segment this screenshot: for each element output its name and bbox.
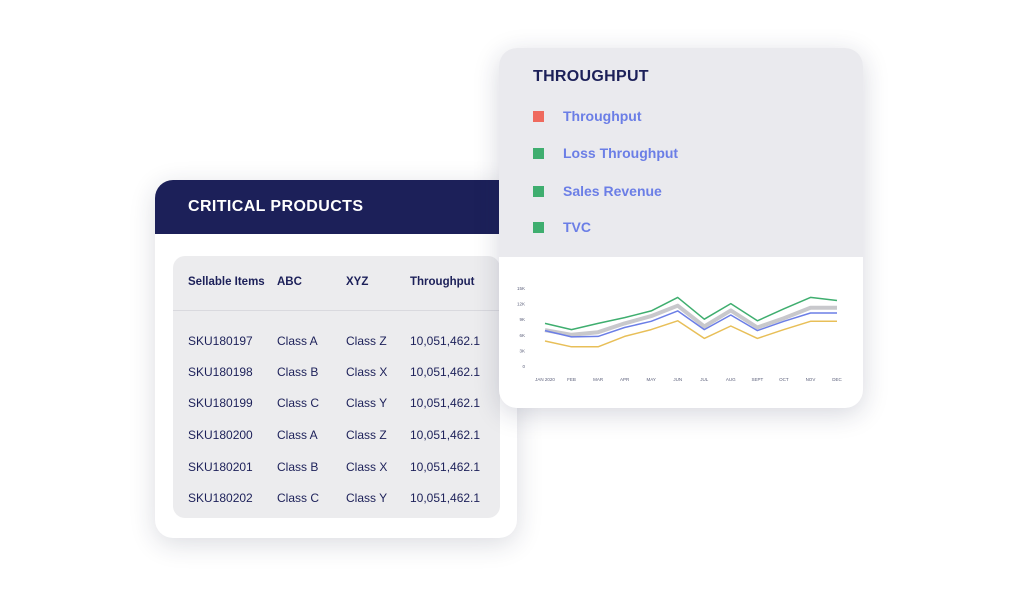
column-header-sellable-items[interactable]: Sellable Items <box>188 276 265 288</box>
legend-label: Sales Revenue <box>563 183 662 199</box>
legend-swatch <box>533 147 544 159</box>
column-header-xyz[interactable]: XYZ <box>346 276 369 288</box>
x-tick-label: JUN <box>673 377 682 382</box>
throughput-legend-panel: THROUGHPUT Throughput Loss Throughput Sa… <box>499 48 863 257</box>
cell-xyz: Class Y <box>346 396 388 410</box>
cell-xyz: Class X <box>346 365 388 379</box>
products-table: Sellable Items ABC XYZ Throughput SKU180… <box>173 256 500 518</box>
y-tick-label: 0 <box>522 364 525 369</box>
legend-label: TVC <box>563 219 591 235</box>
legend-swatch <box>533 110 544 122</box>
x-tick-label: JUL <box>700 377 708 382</box>
x-tick-label: APR <box>620 377 630 382</box>
column-header-throughput[interactable]: Throughput <box>410 276 475 288</box>
legend-label: Loss Throughput <box>563 145 679 161</box>
cell-xyz: Class Z <box>346 428 387 442</box>
x-tick-label: DEC <box>832 377 842 382</box>
x-tick-label: NOV <box>806 377 816 382</box>
chart-svg: 15K 12K 9K 6K 3K 0 JAN 2020 FEB MAR APR MAY JUN JUL A… <box>517 286 843 382</box>
cell-throughput: 10,051,462.1 <box>410 365 481 379</box>
series-line-0 <box>544 296 838 331</box>
x-tick-label: MAR <box>593 377 604 382</box>
cell-abc: Class C <box>277 396 320 410</box>
cell-sku: SKU180199 <box>188 396 253 410</box>
cell-throughput: 10,051,462.1 <box>410 460 481 474</box>
series-line-2 <box>544 310 837 338</box>
cell-sku: SKU180202 <box>188 491 253 505</box>
cell-abc: Class A <box>277 428 318 442</box>
series-line-3 <box>544 320 837 348</box>
legend-item-loss-throughput[interactable]: Loss Throughput <box>533 145 678 161</box>
cell-throughput: 10,051,462.1 <box>410 428 481 442</box>
header-divider <box>173 310 500 311</box>
cell-throughput: 10,051,462.1 <box>410 334 481 348</box>
cell-abc: Class A <box>277 334 318 348</box>
throughput-card: THROUGHPUT Throughput Loss Throughput Sa… <box>499 48 863 408</box>
cell-throughput: 10,051,462.1 <box>410 491 481 505</box>
critical-products-card: CRITICAL PRODUCTS Sellable Items ABC XYZ… <box>155 180 517 538</box>
cell-sku: SKU180201 <box>188 460 253 474</box>
y-tick-label: 3K <box>519 348 525 353</box>
cell-xyz: Class X <box>346 460 388 474</box>
cell-xyz: Class Y <box>346 491 388 505</box>
x-tick-label: JAN 2020 <box>535 377 555 382</box>
cell-sku: SKU180198 <box>188 365 253 379</box>
legend-item-sales-revenue[interactable]: Sales Revenue <box>533 183 662 199</box>
y-tick-label: 15K <box>517 286 525 291</box>
throughput-title: THROUGHPUT <box>533 68 649 85</box>
x-tick-label: OCT <box>779 377 789 382</box>
cell-abc: Class C <box>277 491 320 505</box>
legend-swatch <box>533 221 544 233</box>
column-header-abc[interactable]: ABC <box>277 276 302 288</box>
cell-sku: SKU180200 <box>188 428 253 442</box>
y-tick-label: 9K <box>519 317 525 322</box>
x-tick-label: AUG <box>726 377 736 382</box>
legend-swatch <box>533 185 544 197</box>
critical-products-title: CRITICAL PRODUCTS <box>155 180 517 234</box>
x-tick-label: FEB <box>567 377 576 382</box>
cell-throughput: 10,051,462.1 <box>410 396 481 410</box>
x-tick-label: SEPT <box>751 377 763 382</box>
legend-label: Throughput <box>563 108 642 124</box>
cell-abc: Class B <box>277 460 319 474</box>
cell-xyz: Class Z <box>346 334 387 348</box>
cell-abc: Class B <box>277 365 319 379</box>
legend-item-throughput[interactable]: Throughput <box>533 108 642 124</box>
series-line-1 <box>544 303 837 337</box>
y-tick-label: 12K <box>517 302 525 307</box>
cell-sku: SKU180197 <box>188 334 253 348</box>
y-tick-label: 6K <box>519 333 525 338</box>
legend-item-tvc[interactable]: TVC <box>533 219 591 235</box>
x-tick-label: MAY <box>646 377 655 382</box>
throughput-line-chart: 15K 12K 9K 6K 3K 0 JAN 2020 FEB MAR APR MAY JUN JUL A… <box>499 257 863 408</box>
